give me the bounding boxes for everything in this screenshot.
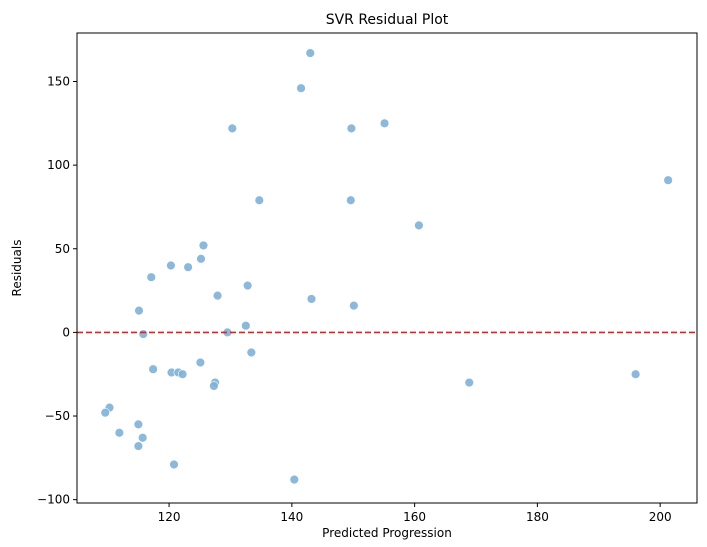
data-point — [183, 262, 193, 272]
data-point — [209, 381, 219, 391]
data-point — [242, 280, 253, 291]
data-point — [148, 364, 158, 374]
data-points — [100, 48, 673, 485]
data-point — [212, 290, 223, 301]
data-point — [198, 240, 209, 251]
y-tick-label: 0 — [62, 325, 70, 339]
data-point — [346, 195, 356, 205]
data-point — [133, 419, 144, 430]
data-point — [296, 83, 306, 93]
data-point — [100, 407, 110, 418]
x-axis-label: Predicted Progression — [322, 526, 452, 540]
data-point — [227, 123, 238, 134]
y-axis-label: Residuals — [10, 240, 24, 297]
data-point — [166, 260, 176, 271]
x-tick-label: 140 — [280, 510, 303, 524]
plot-area-frame — [76, 32, 698, 504]
data-point — [134, 305, 144, 316]
data-point — [306, 294, 317, 304]
data-point — [349, 300, 359, 311]
y-tick-label: −50 — [45, 409, 70, 423]
data-point — [241, 321, 251, 331]
x-tick-label: 180 — [526, 510, 549, 524]
x-tick-label: 160 — [403, 510, 426, 524]
y-tick-label: −100 — [37, 493, 70, 507]
data-point — [414, 220, 424, 231]
data-point — [114, 428, 125, 438]
x-tick-label: 120 — [158, 510, 181, 524]
data-point — [177, 369, 188, 379]
x-tick-label: 200 — [649, 510, 672, 524]
data-point — [169, 459, 179, 470]
data-point — [146, 272, 156, 282]
data-point — [138, 329, 148, 339]
data-point — [289, 474, 300, 485]
y-tick-label: 100 — [47, 158, 70, 172]
y-axis: −100 −50 0 50 100 150 — [37, 75, 77, 507]
data-point — [464, 377, 474, 388]
x-axis: 120 140 160 180 200 — [158, 503, 672, 524]
data-point — [195, 357, 206, 368]
y-tick-label: 50 — [55, 242, 70, 256]
data-point — [137, 433, 148, 443]
data-point — [246, 347, 257, 358]
y-tick-label: 150 — [47, 75, 70, 89]
data-point — [133, 441, 144, 451]
data-point — [379, 118, 390, 129]
chart-title: SVR Residual Plot — [326, 12, 449, 28]
data-point — [630, 369, 641, 379]
data-point — [346, 123, 357, 134]
data-point — [663, 175, 673, 185]
data-point — [305, 48, 315, 58]
data-point — [196, 254, 206, 264]
data-point — [254, 195, 265, 205]
